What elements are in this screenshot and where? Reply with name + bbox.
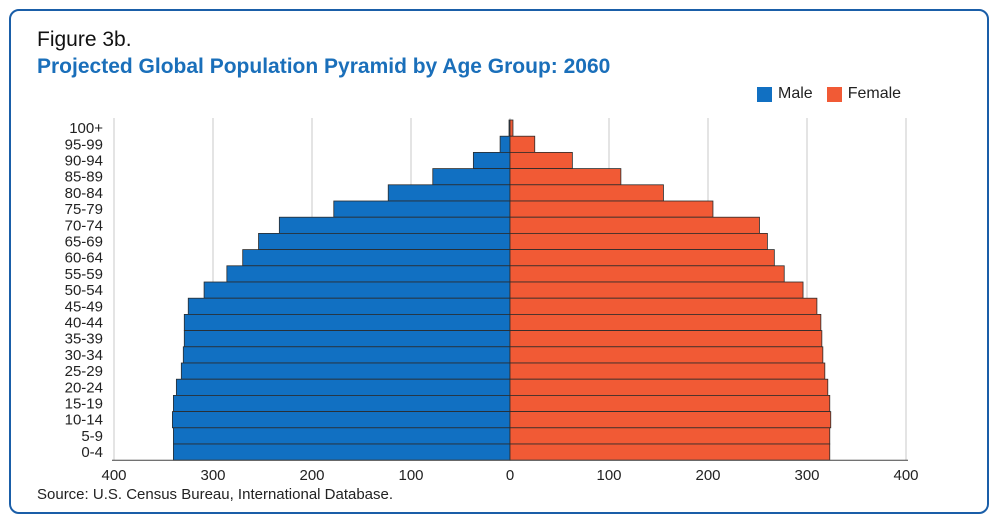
y-tick-label: 15-19 [65, 396, 103, 413]
x-tick-label: 0 [506, 467, 514, 484]
bar-male [182, 346, 511, 364]
bar-female [509, 232, 768, 250]
bar-male [333, 200, 511, 218]
x-tick-label: 100 [398, 467, 423, 484]
y-tick-label: 65-69 [65, 234, 103, 251]
chart-title: Projected Global Population Pyramid by A… [37, 55, 611, 78]
y-tick-label: 95-99 [65, 136, 103, 153]
legend: Male Female [757, 85, 915, 103]
legend-item-female: Female [826, 85, 902, 103]
y-tick-label: 90-94 [65, 153, 103, 170]
bar-male [172, 411, 511, 429]
bar-female [509, 330, 823, 348]
x-tick-label: 200 [695, 467, 720, 484]
bar-male [387, 184, 511, 202]
x-tick-label: 300 [794, 467, 819, 484]
y-tick-label: 30-34 [65, 347, 103, 364]
bar-female [509, 443, 831, 461]
bar-female [509, 281, 804, 299]
y-tick-label: 75-79 [65, 201, 103, 218]
y-tick-label: 10-14 [65, 412, 103, 429]
y-tick-label: 70-74 [65, 217, 103, 234]
legend-label-female: Female [847, 85, 902, 102]
bar-female [509, 265, 785, 283]
bar-male [203, 281, 511, 299]
bar-female [509, 119, 514, 137]
x-tick-label: 400 [101, 467, 126, 484]
bar-male [183, 313, 511, 331]
bar-male [187, 297, 511, 315]
x-tick-label: 300 [200, 467, 225, 484]
legend-item-male: Male [757, 85, 813, 103]
y-tick-label: 60-64 [65, 250, 103, 267]
source-note: Source: U.S. Census Bureau, Internationa… [37, 486, 394, 503]
bar-male [183, 330, 511, 348]
y-tick-label: 50-54 [65, 282, 103, 299]
bar-female [509, 135, 536, 153]
y-tick-label: 20-24 [65, 379, 103, 396]
bar-female [509, 297, 818, 315]
y-tick-label: 25-29 [65, 363, 103, 380]
y-tick-label: 85-89 [65, 169, 103, 186]
x-tick-label: 200 [299, 467, 324, 484]
x-tick-label: 100 [596, 467, 621, 484]
bar-female [509, 249, 775, 267]
bar-male [226, 265, 511, 283]
bar-male [175, 378, 511, 396]
bar-male [180, 362, 511, 380]
y-tick-label: 0-4 [81, 444, 103, 461]
bar-male [278, 216, 511, 234]
bar-female [509, 151, 573, 169]
bar-female [509, 346, 824, 364]
y-tick-label: 100+ [69, 120, 103, 137]
bar-female [509, 362, 826, 380]
bar-male [258, 232, 511, 250]
y-tick-label: 40-44 [65, 315, 103, 332]
bar-female [509, 411, 832, 429]
legend-label-male: Male [778, 85, 813, 102]
legend-swatch-female [826, 86, 842, 102]
figure-label: Figure 3b. [37, 28, 132, 51]
legend-swatch-male [757, 86, 772, 102]
bar-female [509, 313, 822, 331]
bar-female [509, 216, 760, 234]
x-tick-label: 400 [893, 467, 918, 484]
bar-male [499, 135, 511, 153]
bar-male [172, 394, 511, 412]
bar-male [432, 168, 511, 186]
bar-female [509, 427, 831, 445]
bar-female [509, 394, 831, 412]
bar-male [242, 249, 511, 267]
y-tick-label: 80-84 [65, 185, 103, 202]
y-tick-label: 55-59 [65, 266, 103, 283]
bar-male [172, 443, 511, 461]
y-tick-label: 45-49 [65, 298, 103, 315]
bar-male [472, 151, 511, 169]
bar-female [509, 168, 622, 186]
bar-male [172, 427, 511, 445]
bar-female [509, 184, 664, 202]
y-tick-label: 5-9 [81, 428, 103, 445]
bar-female [509, 378, 829, 396]
figure-frame [9, 9, 989, 514]
bar-female [509, 200, 714, 218]
y-tick-label: 35-39 [65, 331, 103, 348]
